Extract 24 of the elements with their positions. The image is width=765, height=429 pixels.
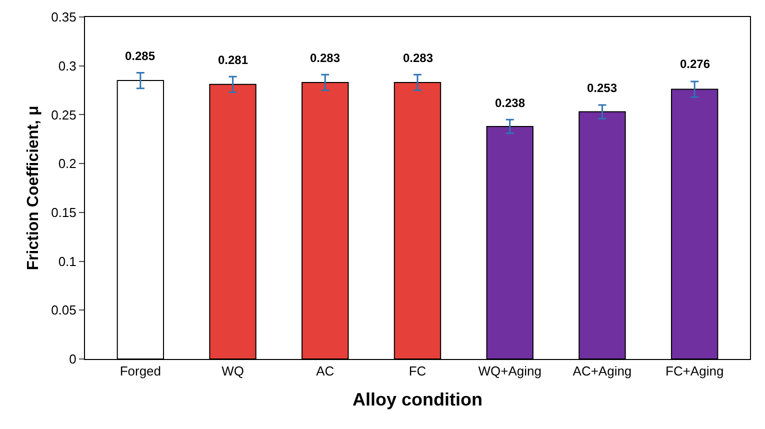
y-tick-label: 0.2: [58, 156, 76, 172]
y-axis-title: Friction Coefficient, μ: [24, 106, 42, 270]
x-axis-title: Alloy condition: [352, 390, 482, 410]
data-label: 0.283: [403, 51, 434, 65]
data-label: 0.276: [680, 57, 710, 71]
data-label: 0.253: [587, 81, 618, 95]
x-tick-label: FC: [408, 364, 426, 379]
x-tick-label: WQ: [222, 364, 244, 379]
y-tick-label: 0: [69, 352, 76, 367]
y-tick-label: 0.1: [58, 254, 76, 269]
x-tick-label: FC+Aging: [665, 364, 724, 379]
x-tick-label: AC: [316, 364, 334, 379]
x-tick-label: Forged: [120, 364, 162, 379]
y-tick-label: 0.3: [58, 58, 76, 74]
y-tick-label: 0.15: [51, 204, 76, 220]
data-label: 0.281: [218, 53, 248, 67]
data-label: 0.285: [125, 49, 156, 63]
y-tick-label: 0.25: [51, 107, 76, 122]
y-tick-label: 0.35: [51, 10, 76, 25]
x-tick-label: WQ+Aging: [478, 364, 542, 379]
x-tick-label: AC+Aging: [572, 364, 632, 379]
y-tick-label: 0.05: [51, 302, 76, 318]
data-label: 0.238: [495, 96, 526, 110]
data-label: 0.283: [310, 51, 340, 65]
